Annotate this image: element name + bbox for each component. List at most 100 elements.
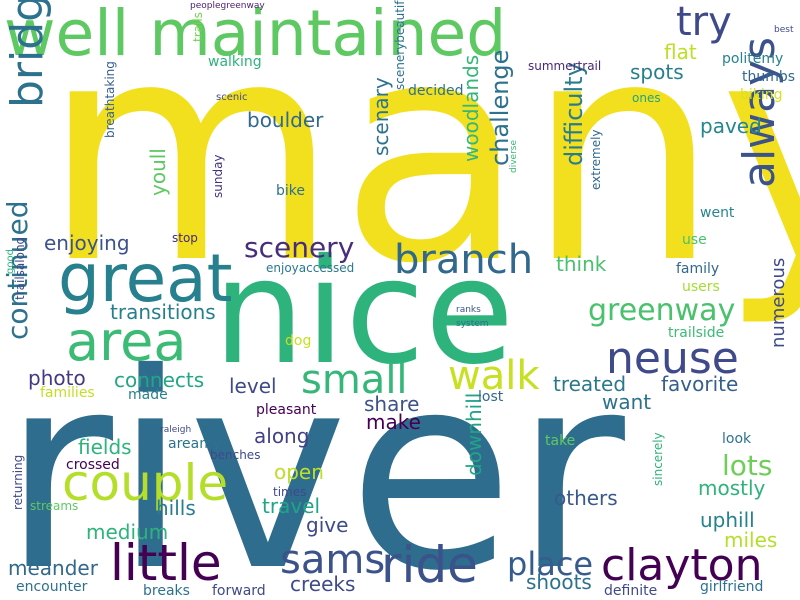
- word-great: great: [58, 240, 233, 317]
- word-crossed: crossed: [66, 457, 120, 473]
- word-stop: stop: [172, 231, 198, 245]
- word-benches: benches: [210, 448, 261, 462]
- word-bridges: bridges: [2, 0, 53, 108]
- word-family: family: [676, 261, 720, 277]
- word-decided: decided: [408, 83, 464, 99]
- word-diverse: diverse: [509, 139, 519, 173]
- word-definite: definite: [604, 583, 658, 599]
- word-level: level: [229, 374, 277, 398]
- word-creeks: creeks: [290, 572, 356, 596]
- word-greenway: greenway: [588, 293, 736, 328]
- word-place: place: [507, 545, 594, 583]
- word-branch: branch: [394, 237, 534, 283]
- word-sams: sams: [280, 537, 386, 583]
- word-downhill: downhill: [462, 392, 486, 476]
- word-miles: miles: [724, 528, 778, 552]
- word-area: area: [66, 310, 187, 373]
- word-trailside: trailside: [668, 325, 725, 341]
- word-try: try: [676, 0, 732, 45]
- word-paved: paved: [700, 114, 762, 138]
- word-breaks: breaks: [143, 583, 190, 599]
- word-give: give: [306, 513, 349, 537]
- word-connects: connects: [114, 368, 205, 392]
- word-shoots: shoots: [526, 570, 592, 594]
- word-biking: biking: [740, 87, 783, 103]
- word-meander: meander: [8, 556, 98, 580]
- word-returning: returning: [11, 454, 25, 510]
- word-ones: ones: [632, 91, 661, 105]
- word-pleasant: pleasant: [256, 402, 317, 418]
- word-families: families: [40, 385, 95, 401]
- word-boulder: boulder: [247, 108, 324, 132]
- word-take: take: [545, 433, 576, 449]
- word-woodlands: woodlands: [459, 54, 483, 162]
- word-favorite: favorite: [661, 372, 739, 396]
- word-many: many: [42, 0, 800, 330]
- word-hills: hills: [156, 496, 196, 520]
- word-numerous: numerous: [768, 257, 789, 348]
- word-walking: walking: [208, 54, 262, 70]
- word-flat: flat: [664, 40, 697, 64]
- word-neuse: neuse: [606, 333, 739, 384]
- word-went: went: [700, 205, 735, 221]
- word-raleigh: raleigh: [160, 425, 192, 435]
- word-encounter: encounter: [16, 579, 88, 595]
- word-scenerybeautiful: scenerybeautiful: [393, 0, 407, 90]
- word-users: users: [682, 279, 720, 295]
- word-lots: lots: [722, 449, 773, 482]
- word-photo: photo: [28, 366, 86, 390]
- word-treated: treated: [553, 372, 627, 396]
- word-walk: walk: [448, 353, 540, 399]
- word-along: along: [254, 424, 310, 448]
- word-use: use: [682, 232, 707, 248]
- word-trailsalong: trailsalong: [13, 236, 27, 300]
- word-trails: trails: [191, 12, 205, 42]
- word-dog: dog: [285, 333, 312, 349]
- word-enjoying: enjoying: [44, 231, 130, 255]
- word-couple: couple: [62, 454, 229, 512]
- word-river: river: [2, 315, 625, 600]
- word-bike: bike: [276, 183, 305, 199]
- word-transitions: transitions: [110, 300, 216, 324]
- word-ranks: ranks: [456, 305, 481, 315]
- word-thumbs: thumbs: [742, 69, 796, 85]
- word-enjoyaccessed: enjoyaccessed: [266, 261, 355, 275]
- word-lost: lost: [478, 389, 504, 405]
- word-others: others: [554, 486, 618, 510]
- word-share: share: [364, 392, 420, 416]
- word-best: best: [774, 25, 794, 35]
- word-small: small: [301, 357, 408, 403]
- word-look: look: [722, 431, 752, 447]
- word-nice: nice: [213, 228, 515, 397]
- word-clayton: clayton: [601, 540, 763, 591]
- word-want: want: [602, 390, 652, 414]
- word-mostly: mostly: [698, 476, 766, 500]
- word-sincerely: sincerely: [651, 432, 665, 486]
- word-make: make: [366, 410, 421, 434]
- word-think: think: [556, 252, 607, 276]
- word-difficulty: difficulty: [560, 62, 588, 166]
- word-uphill: uphill: [700, 508, 755, 532]
- word-scenary: scenary: [369, 77, 393, 156]
- word-politemy: politemy: [722, 51, 784, 67]
- word-fields: fields: [78, 435, 132, 459]
- word-areamy: areamy: [168, 436, 222, 452]
- word-system: system: [456, 319, 489, 329]
- word-streams: streams: [30, 499, 79, 513]
- word-medium: medium: [86, 520, 169, 544]
- word-peoplegreenway: peoplegreenway: [190, 1, 265, 11]
- word-open: open: [274, 460, 324, 484]
- word-sunday: sunday: [211, 154, 225, 198]
- word-times: times: [273, 485, 307, 499]
- word-travel: travel: [262, 494, 321, 518]
- word-forward: forward: [212, 583, 266, 599]
- word-spots: spots: [630, 60, 684, 84]
- word-little: little: [110, 534, 222, 592]
- word-made: made: [128, 387, 168, 403]
- word-scenery: scenery: [244, 231, 355, 264]
- word-extremely: extremely: [589, 129, 603, 190]
- word-youll: youll: [146, 148, 170, 196]
- word-girlfriend: girlfriend: [700, 579, 764, 595]
- word-ride: ride: [381, 536, 478, 594]
